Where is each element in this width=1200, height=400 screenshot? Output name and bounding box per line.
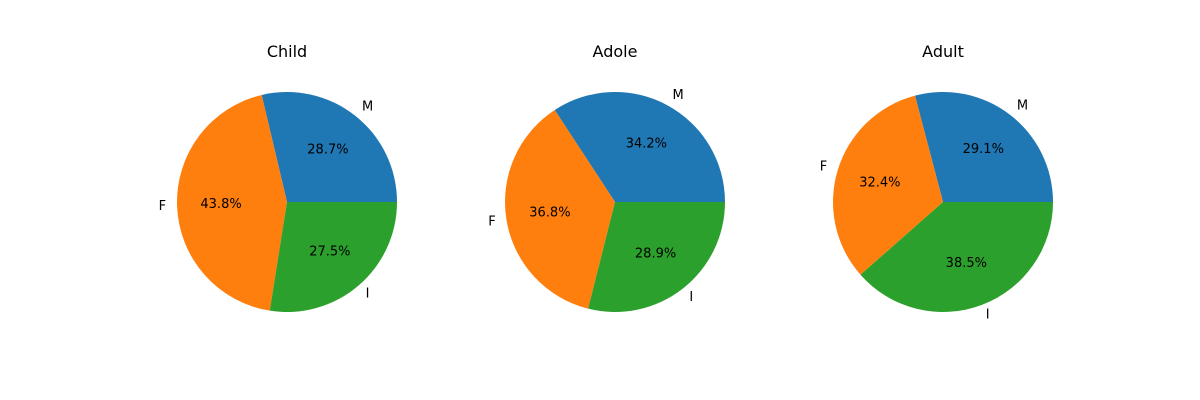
percent-label: 34.2% [626, 136, 667, 151]
percent-label: 28.7% [307, 143, 348, 158]
slice-label: I [689, 290, 693, 305]
pie-slice-i [860, 202, 1053, 312]
pie-slice-f [176, 94, 287, 311]
slice-label: M [362, 100, 373, 115]
percent-label: 29.1% [963, 142, 1004, 157]
percent-label: 38.5% [946, 256, 987, 271]
slice-label: I [986, 308, 990, 323]
slice-label: F [488, 215, 495, 230]
pie-slice-m [914, 92, 1053, 202]
pie-title: Adole [593, 42, 638, 61]
slice-label: I [366, 287, 370, 302]
slice-label: F [159, 199, 166, 214]
pie-slice-m [554, 91, 726, 202]
pie-slice-i [588, 202, 726, 313]
slice-label: M [673, 88, 684, 103]
pie-slice-i [269, 202, 397, 313]
percent-label: 43.8% [200, 197, 241, 212]
pie-slice-f [833, 95, 943, 275]
pie-title: Adult [922, 42, 964, 61]
percent-label: 28.9% [635, 247, 676, 262]
pie-slice-f [504, 110, 615, 309]
pie-chart-child: Child M 28.7% F 43.8% I 27.5% [159, 42, 397, 313]
pie-slice-m [261, 92, 397, 202]
percent-label: 32.4% [859, 175, 900, 190]
percent-label: 27.5% [309, 245, 350, 260]
pie-chart-adole: Adole M 34.2% F 36.8% I 28.9% [488, 42, 726, 313]
percent-label: 36.8% [529, 205, 570, 220]
slice-label: M [1017, 99, 1028, 114]
pie-title: Child [267, 42, 307, 61]
pie-chart-adult: Adult M 29.1% F 32.4% I 38.5% [820, 42, 1053, 323]
slice-label: F [820, 159, 827, 174]
